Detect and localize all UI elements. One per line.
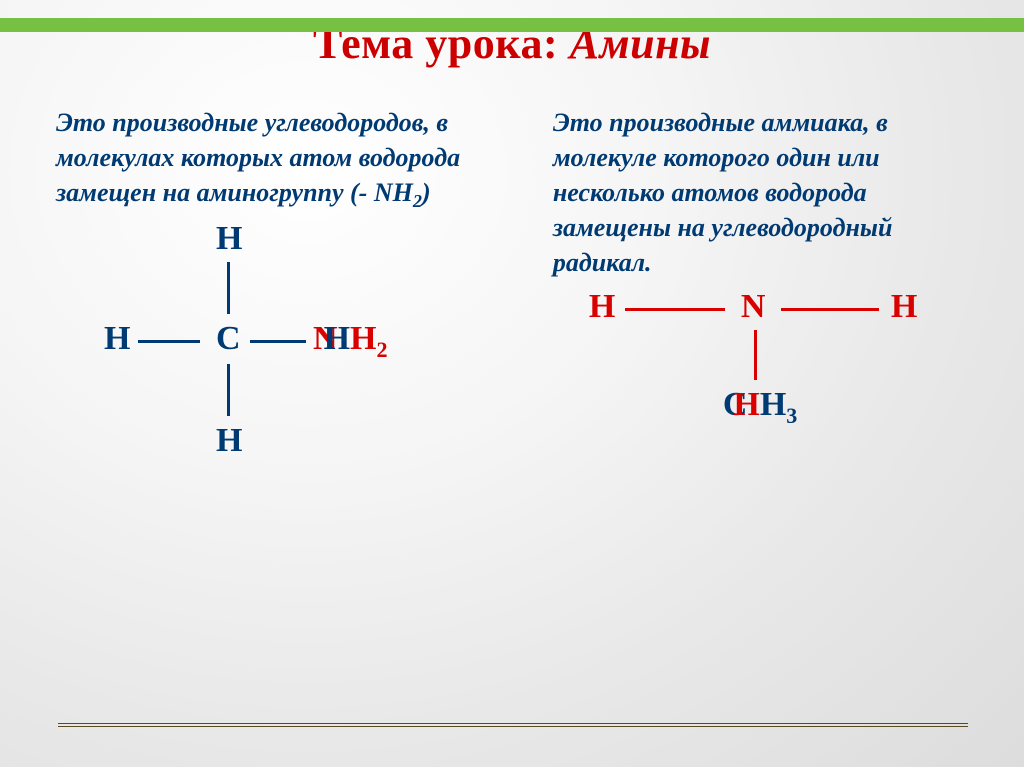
group-ch3: CHH3 xyxy=(723,386,812,429)
atom-h-bottom: H xyxy=(216,422,242,460)
bond-0 xyxy=(227,262,230,314)
bond-2 xyxy=(754,330,757,380)
atom-h-top: H xyxy=(216,220,242,258)
bond-3 xyxy=(227,364,230,416)
atom-c: C xyxy=(216,320,241,358)
right-column: Это производные аммиака, в молекуле кото… xyxy=(553,79,976,548)
bottom-double-rule xyxy=(58,723,968,727)
atom-h-left: H xyxy=(589,288,615,326)
def-left-text: Это производные углеводородов, в молекул… xyxy=(56,108,460,207)
bond-0 xyxy=(625,308,725,311)
structure-ammonia-ch3: H N H CHH3 xyxy=(553,288,976,548)
group-nh2: NHH2 xyxy=(313,320,402,363)
atom-n: N xyxy=(741,288,766,326)
content-columns: Это производные углеводородов, в молекул… xyxy=(0,69,1024,548)
def-left-close: ) xyxy=(422,178,431,207)
bond-1 xyxy=(138,340,200,343)
definition-left: Это производные углеводородов, в молекул… xyxy=(56,105,479,214)
bond-1 xyxy=(781,308,879,311)
def-left-sub: 2 xyxy=(413,191,422,211)
bond-2 xyxy=(250,340,306,343)
left-column: Это производные углеводородов, в молекул… xyxy=(56,79,479,548)
structure-methane-nh2: H H C H NHH2 xyxy=(56,220,479,480)
atom-h-left: H xyxy=(104,320,130,358)
atom-h-right: H xyxy=(891,288,917,326)
definition-right: Это производные аммиака, в молекуле кото… xyxy=(553,105,976,280)
accent-top-bar xyxy=(0,18,1024,32)
